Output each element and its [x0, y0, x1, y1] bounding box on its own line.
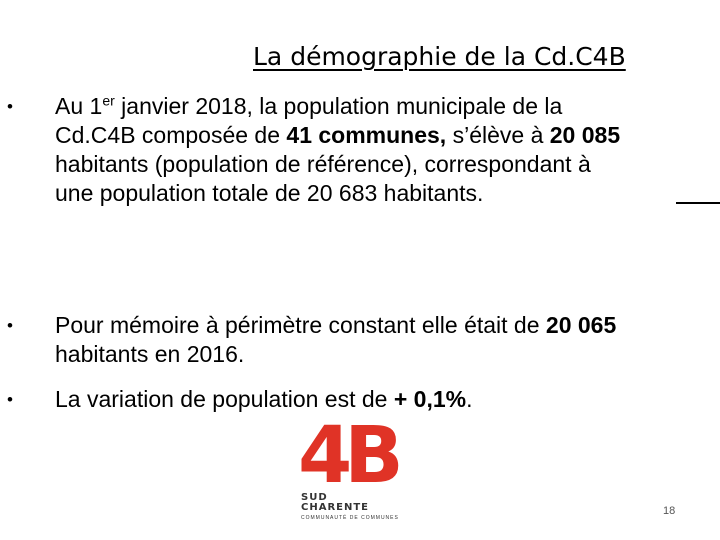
page-number: 18	[663, 505, 676, 517]
bullet-text: Au 1er janvier 2018, la population munic…	[55, 92, 635, 208]
text-run: .	[466, 386, 473, 412]
bold-text: 20 065	[545, 312, 617, 338]
logo-line-1: SUD	[301, 492, 328, 503]
superscript: er	[102, 92, 115, 109]
bold-text: 20 085	[549, 122, 621, 148]
text-run: habitants (population de référence), cor…	[55, 151, 591, 206]
slide-title: La démographie de la Cd.C4B	[253, 42, 626, 71]
bold-text: + 0,1%	[393, 386, 467, 412]
text-run: Au 1	[55, 93, 103, 119]
logo-line-2: CHARENTE	[301, 502, 369, 513]
text-run: s’élève à	[446, 122, 550, 148]
text-run: La variation de population est de	[55, 386, 394, 412]
text-run: habitants en 2016.	[55, 341, 245, 367]
logo: 4B SUD CHARENTE COMMUNAUTÉ DE COMMUNES	[298, 411, 418, 521]
logo-line-3: COMMUNAUTÉ DE COMMUNES	[301, 515, 399, 521]
bullet-marker: •	[7, 390, 13, 409]
bullet-marker: •	[7, 97, 13, 116]
bullet-text: Pour mémoire à périmètre constant elle é…	[55, 311, 635, 369]
logo-mark: 4B	[298, 411, 404, 501]
text-run: Pour mémoire à périmètre constant elle é…	[55, 312, 546, 338]
text-run: janvier 2018, la population municipale d…	[55, 93, 563, 148]
bullet-text: La variation de population est de + 0,1%…	[55, 385, 635, 414]
divider-line	[676, 202, 720, 204]
bold-text: 41 communes,	[286, 122, 447, 148]
bullet-marker: •	[7, 316, 13, 335]
